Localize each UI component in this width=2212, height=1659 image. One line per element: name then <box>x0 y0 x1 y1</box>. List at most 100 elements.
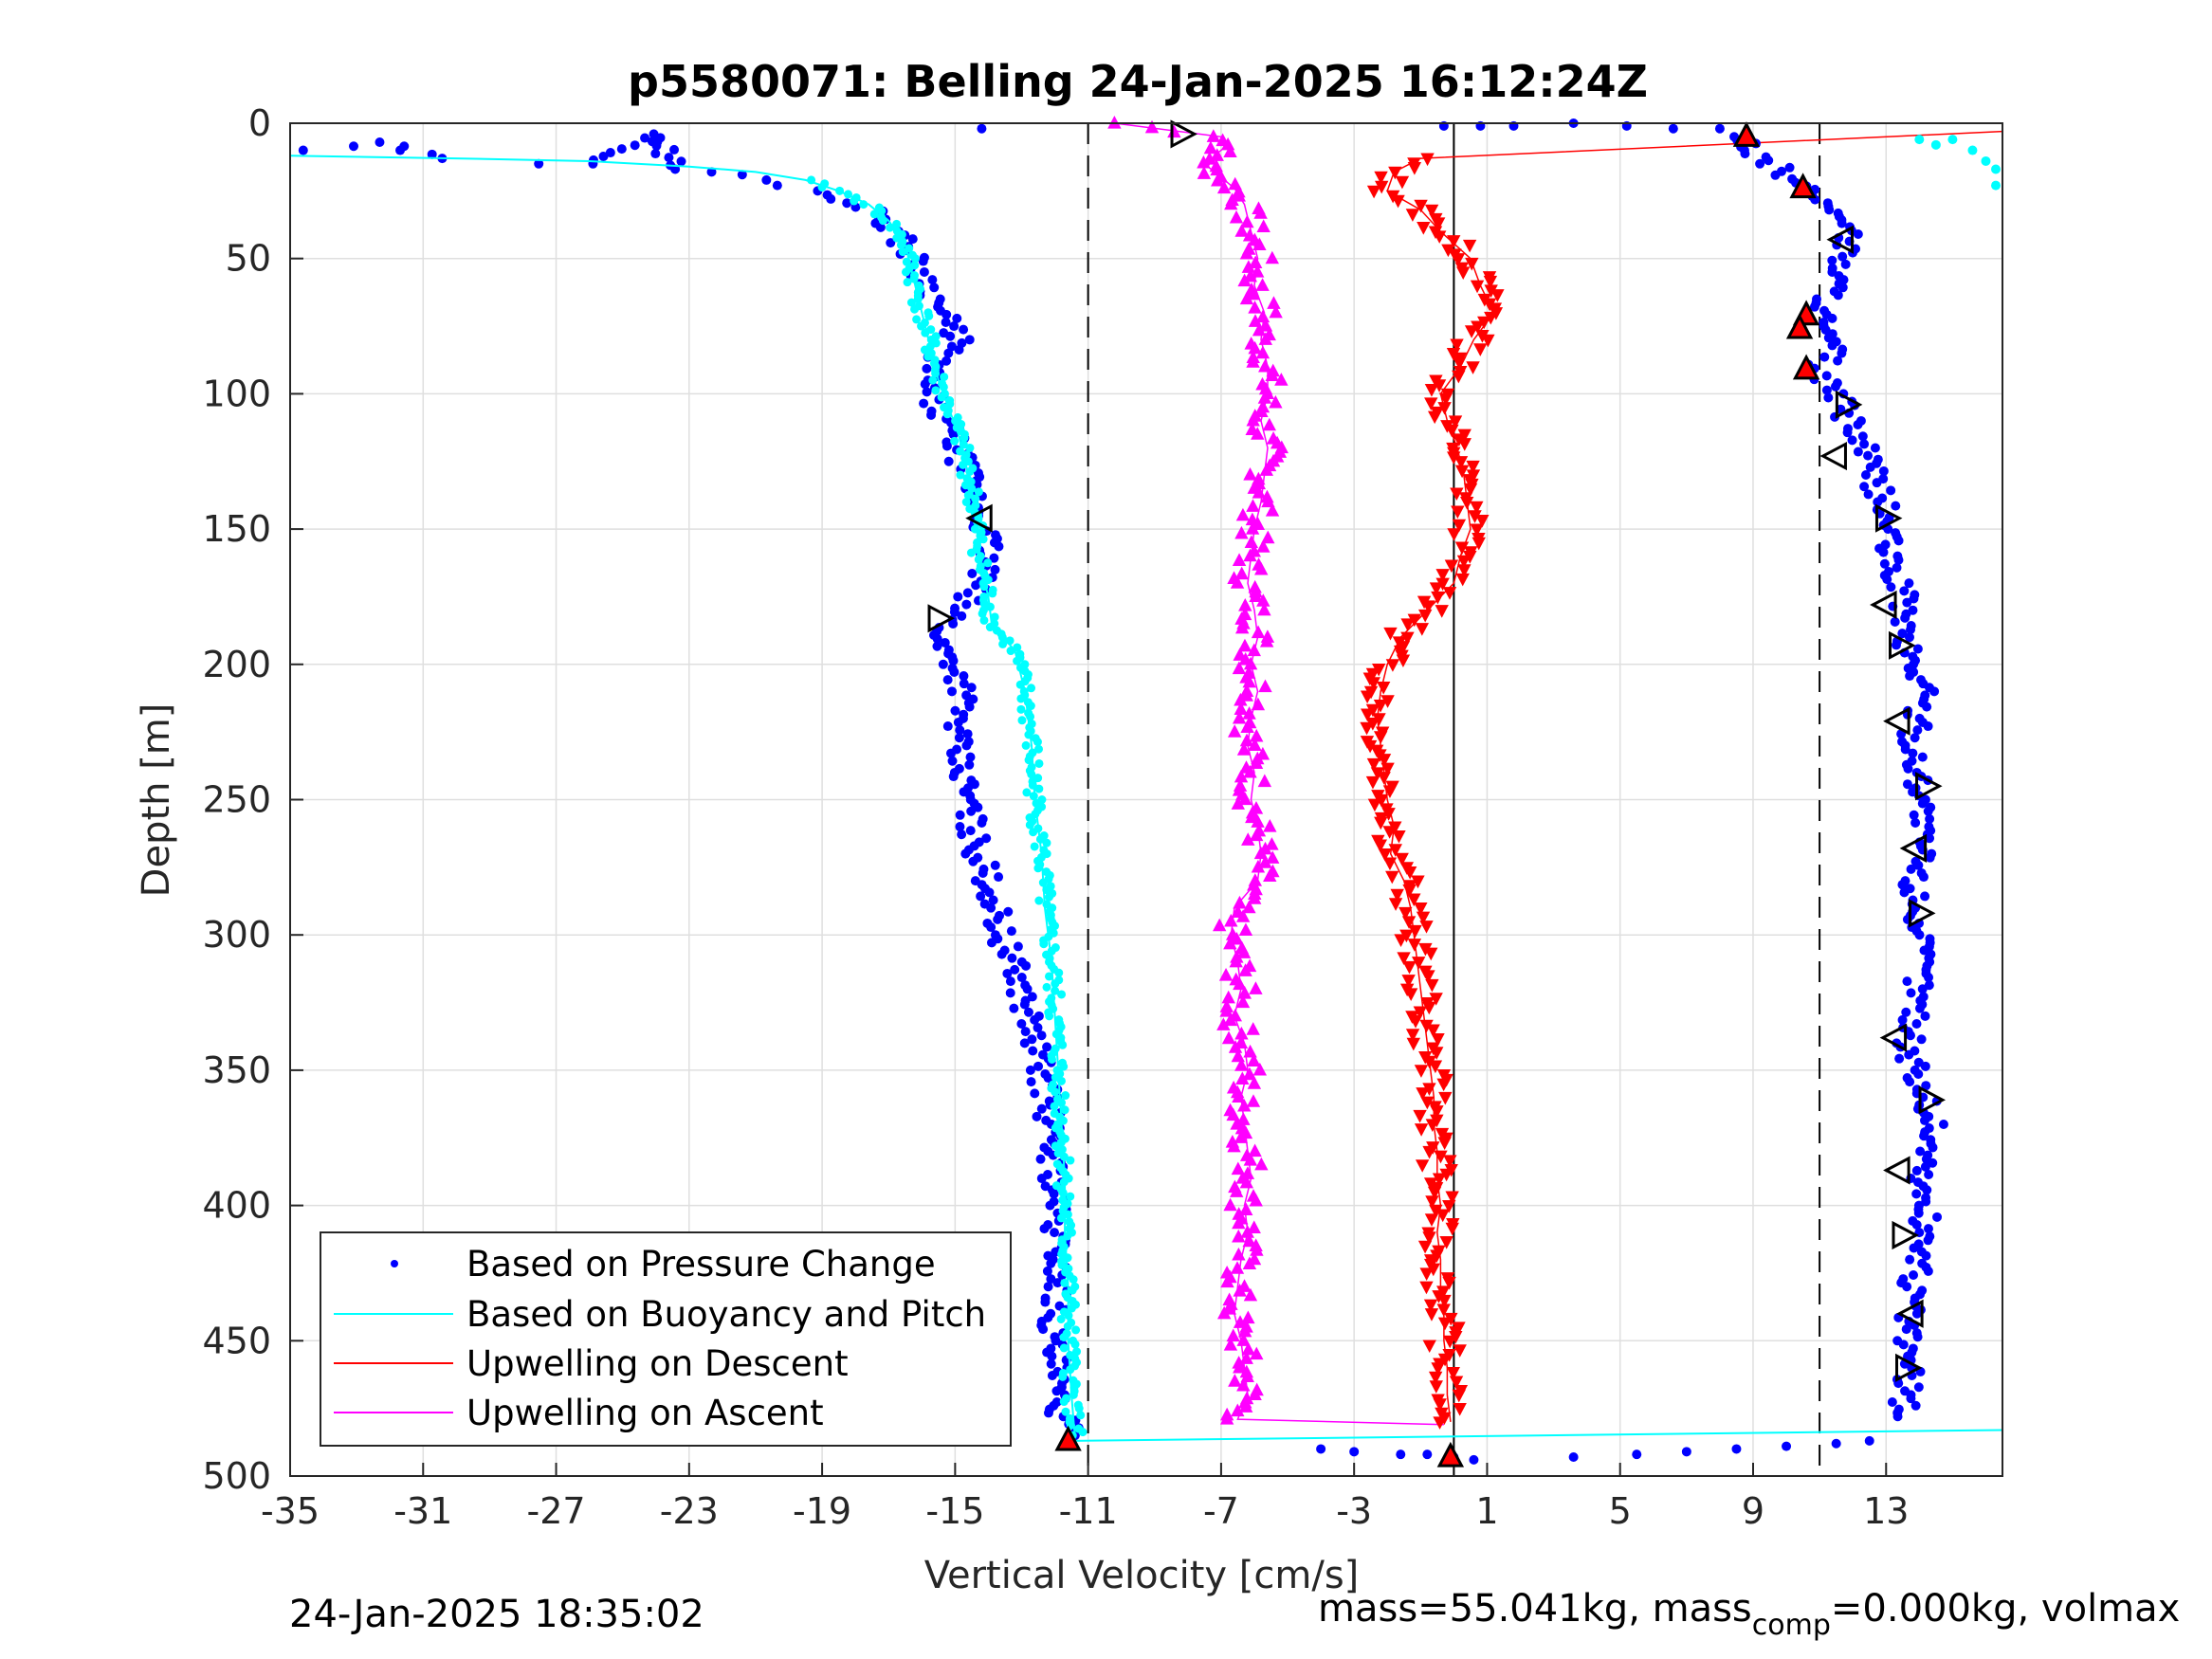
direction-marker <box>1895 1353 1923 1382</box>
pressure-velocity-point <box>1668 123 1678 134</box>
ascent-upwelling-marker <box>1258 358 1272 373</box>
pressure-velocity-point <box>1929 686 1940 697</box>
ascent-upwelling-marker <box>1256 219 1271 233</box>
pressure-velocity-point <box>1842 428 1853 438</box>
pressure-velocity-point <box>375 137 385 147</box>
pressure-velocity-point <box>1043 1073 1053 1084</box>
pressure-velocity-point <box>1905 1030 1915 1041</box>
buoyancy-velocity-point <box>1038 878 1048 887</box>
pressure-velocity-point <box>971 580 981 591</box>
pressure-velocity-point <box>932 641 942 651</box>
descent-upwelling-marker <box>1423 1299 1438 1313</box>
ascent-upwelling-marker <box>1242 1233 1256 1248</box>
buoyancy-velocity-point <box>1060 1105 1069 1115</box>
pressure-velocity-point <box>1036 1103 1047 1114</box>
ascent-upwelling-marker <box>1238 963 1252 976</box>
pressure-velocity-point <box>1036 1030 1047 1041</box>
pressure-velocity-point <box>965 826 976 836</box>
legend-label-descent: Upwelling on Descent <box>466 1343 849 1384</box>
pressure-velocity-point <box>967 568 978 578</box>
pressure-velocity-point <box>1921 1081 1931 1091</box>
descent-upwelling-marker <box>1456 555 1472 569</box>
pressure-velocity-point <box>1860 470 1871 481</box>
pressure-velocity-point <box>942 721 953 732</box>
event-marker <box>1785 313 1814 339</box>
buoyancy-velocity-point <box>1059 1343 1069 1353</box>
descent-upwelling-marker <box>1424 384 1439 397</box>
pressure-velocity-point <box>957 611 967 621</box>
ascent-upwelling-marker <box>1234 702 1248 715</box>
buoyancy-velocity-point <box>963 490 973 500</box>
pressure-velocity-point <box>1900 612 1910 623</box>
descent-upwelling-marker <box>1414 902 1428 916</box>
descent-upwelling-marker <box>1468 510 1482 523</box>
footer-mass-a: mass=55.041kg, mass <box>1318 1587 1752 1631</box>
descent-upwelling-marker <box>1374 180 1389 194</box>
buoyancy-velocity-point <box>1058 1372 1068 1381</box>
pressure-velocity-point <box>1886 485 1896 496</box>
pressure-velocity-point <box>1912 725 1923 736</box>
pressure-velocity-point <box>1893 555 1904 565</box>
ascent-upwelling-marker <box>1248 1387 1262 1400</box>
pressure-velocity-point <box>941 309 952 319</box>
ascent-upwelling-marker <box>1243 467 1257 481</box>
buoyancy-velocity-point <box>1057 1260 1067 1269</box>
pressure-velocity-point <box>1902 1282 1912 1292</box>
descent-upwelling-marker <box>1432 379 1447 392</box>
buoyancy-velocity-point <box>1016 694 1026 703</box>
descent-upwelling-marker <box>1360 690 1375 704</box>
pressure-velocity-point <box>954 345 964 356</box>
descent-upwelling-marker <box>1430 1105 1444 1119</box>
event-marker <box>1792 354 1820 380</box>
descent-upwelling-marker <box>1382 826 1397 839</box>
pressure-velocity-point <box>1863 450 1874 461</box>
ascent-upwelling-marker <box>1223 1197 1237 1212</box>
ascent-upwelling-marker <box>1259 463 1273 476</box>
buoyancy-velocity-point <box>896 240 905 249</box>
buoyancy-velocity-point <box>979 615 989 625</box>
ascent-upwelling-marker <box>1221 990 1235 1004</box>
descent-upwelling-marker <box>1391 194 1405 209</box>
descent-upwelling-marker <box>1451 253 1466 266</box>
pressure-velocity-point <box>1027 1034 1037 1045</box>
ascent-upwelling-marker <box>1232 1215 1246 1230</box>
ascent-upwelling-marker <box>1230 575 1245 589</box>
descent-upwelling-marker <box>1442 587 1457 600</box>
ascent-upwelling-marker <box>1245 521 1260 535</box>
pressure-velocity-point <box>1906 1394 1916 1404</box>
ascent-upwelling-marker <box>1237 1098 1252 1112</box>
ascent-upwelling-marker <box>1235 909 1251 922</box>
ascent-upwelling-marker <box>1211 173 1225 187</box>
ascent-upwelling-marker <box>1239 733 1254 747</box>
descent-upwelling-marker <box>1382 785 1398 798</box>
descent-upwelling-marker <box>1419 1019 1434 1033</box>
pressure-velocity-point <box>1831 1438 1841 1449</box>
descent-upwelling-marker <box>1420 153 1435 167</box>
buoyancy-velocity-point <box>1059 1152 1069 1161</box>
descent-upwelling-marker <box>1450 338 1464 353</box>
ascent-upwelling-marker <box>1232 1089 1246 1103</box>
descent-upwelling-marker <box>1446 235 1461 248</box>
pressure-velocity-point <box>875 222 886 232</box>
buoyancy-velocity-point <box>942 410 952 419</box>
descent-upwelling-marker <box>1424 947 1438 961</box>
descent-upwelling-marker <box>1420 1096 1435 1110</box>
descent-upwelling-marker <box>1422 1340 1436 1354</box>
descent-upwelling-marker <box>1392 830 1406 844</box>
ascent-upwelling-marker <box>1224 196 1238 210</box>
ascent-upwelling-marker <box>1238 1399 1253 1413</box>
buoyancy-velocity-point <box>1034 896 1044 905</box>
ascent-upwelling-marker <box>1252 485 1266 499</box>
pressure-velocity-point <box>977 817 987 828</box>
ascent-upwelling-marker <box>1253 206 1268 219</box>
pressure-velocity-point <box>1853 447 1863 457</box>
ascent-upwelling-marker <box>1206 129 1221 142</box>
buoyancy-velocity-point <box>985 623 995 632</box>
x-tick-label: -31 <box>393 1490 452 1532</box>
x-tick-label: -19 <box>793 1490 851 1532</box>
pressure-velocity-point <box>1042 1266 1052 1276</box>
descent-upwelling-marker <box>1429 993 1443 1006</box>
pressure-velocity-point <box>1036 1174 1047 1184</box>
pressure-velocity-point <box>1919 1115 1929 1125</box>
descent-upwelling-marker <box>1416 911 1431 925</box>
